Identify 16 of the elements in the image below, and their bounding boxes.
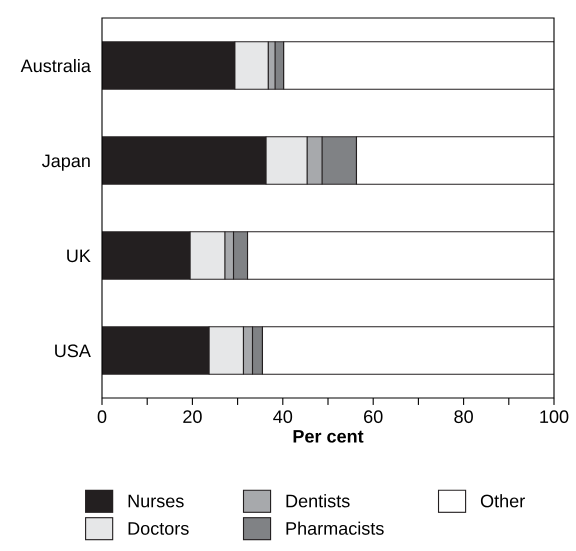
y-tick-label: USA <box>55 344 91 358</box>
x-axis-title: Per cent <box>294 430 364 443</box>
y-tick-label: Japan <box>42 154 90 171</box>
x-tick-label: 40 <box>273 410 292 424</box>
x-tick-label: 80 <box>454 410 473 424</box>
x-tick-label: 0 <box>98 410 106 424</box>
legend-label: Dentists <box>286 494 350 508</box>
legend-label: Doctors <box>128 522 189 535</box>
y-tick-label: Australia <box>20 58 91 72</box>
x-tick-label: 100 <box>540 410 568 424</box>
x-tick-label: 20 <box>183 410 202 424</box>
x-tick-label: 60 <box>364 410 383 424</box>
legend-label: Pharmacists <box>286 522 384 535</box>
legend-label: Other <box>480 494 525 508</box>
legend-label: Nurses <box>128 494 184 508</box>
y-tick-label: UK <box>67 250 91 262</box>
